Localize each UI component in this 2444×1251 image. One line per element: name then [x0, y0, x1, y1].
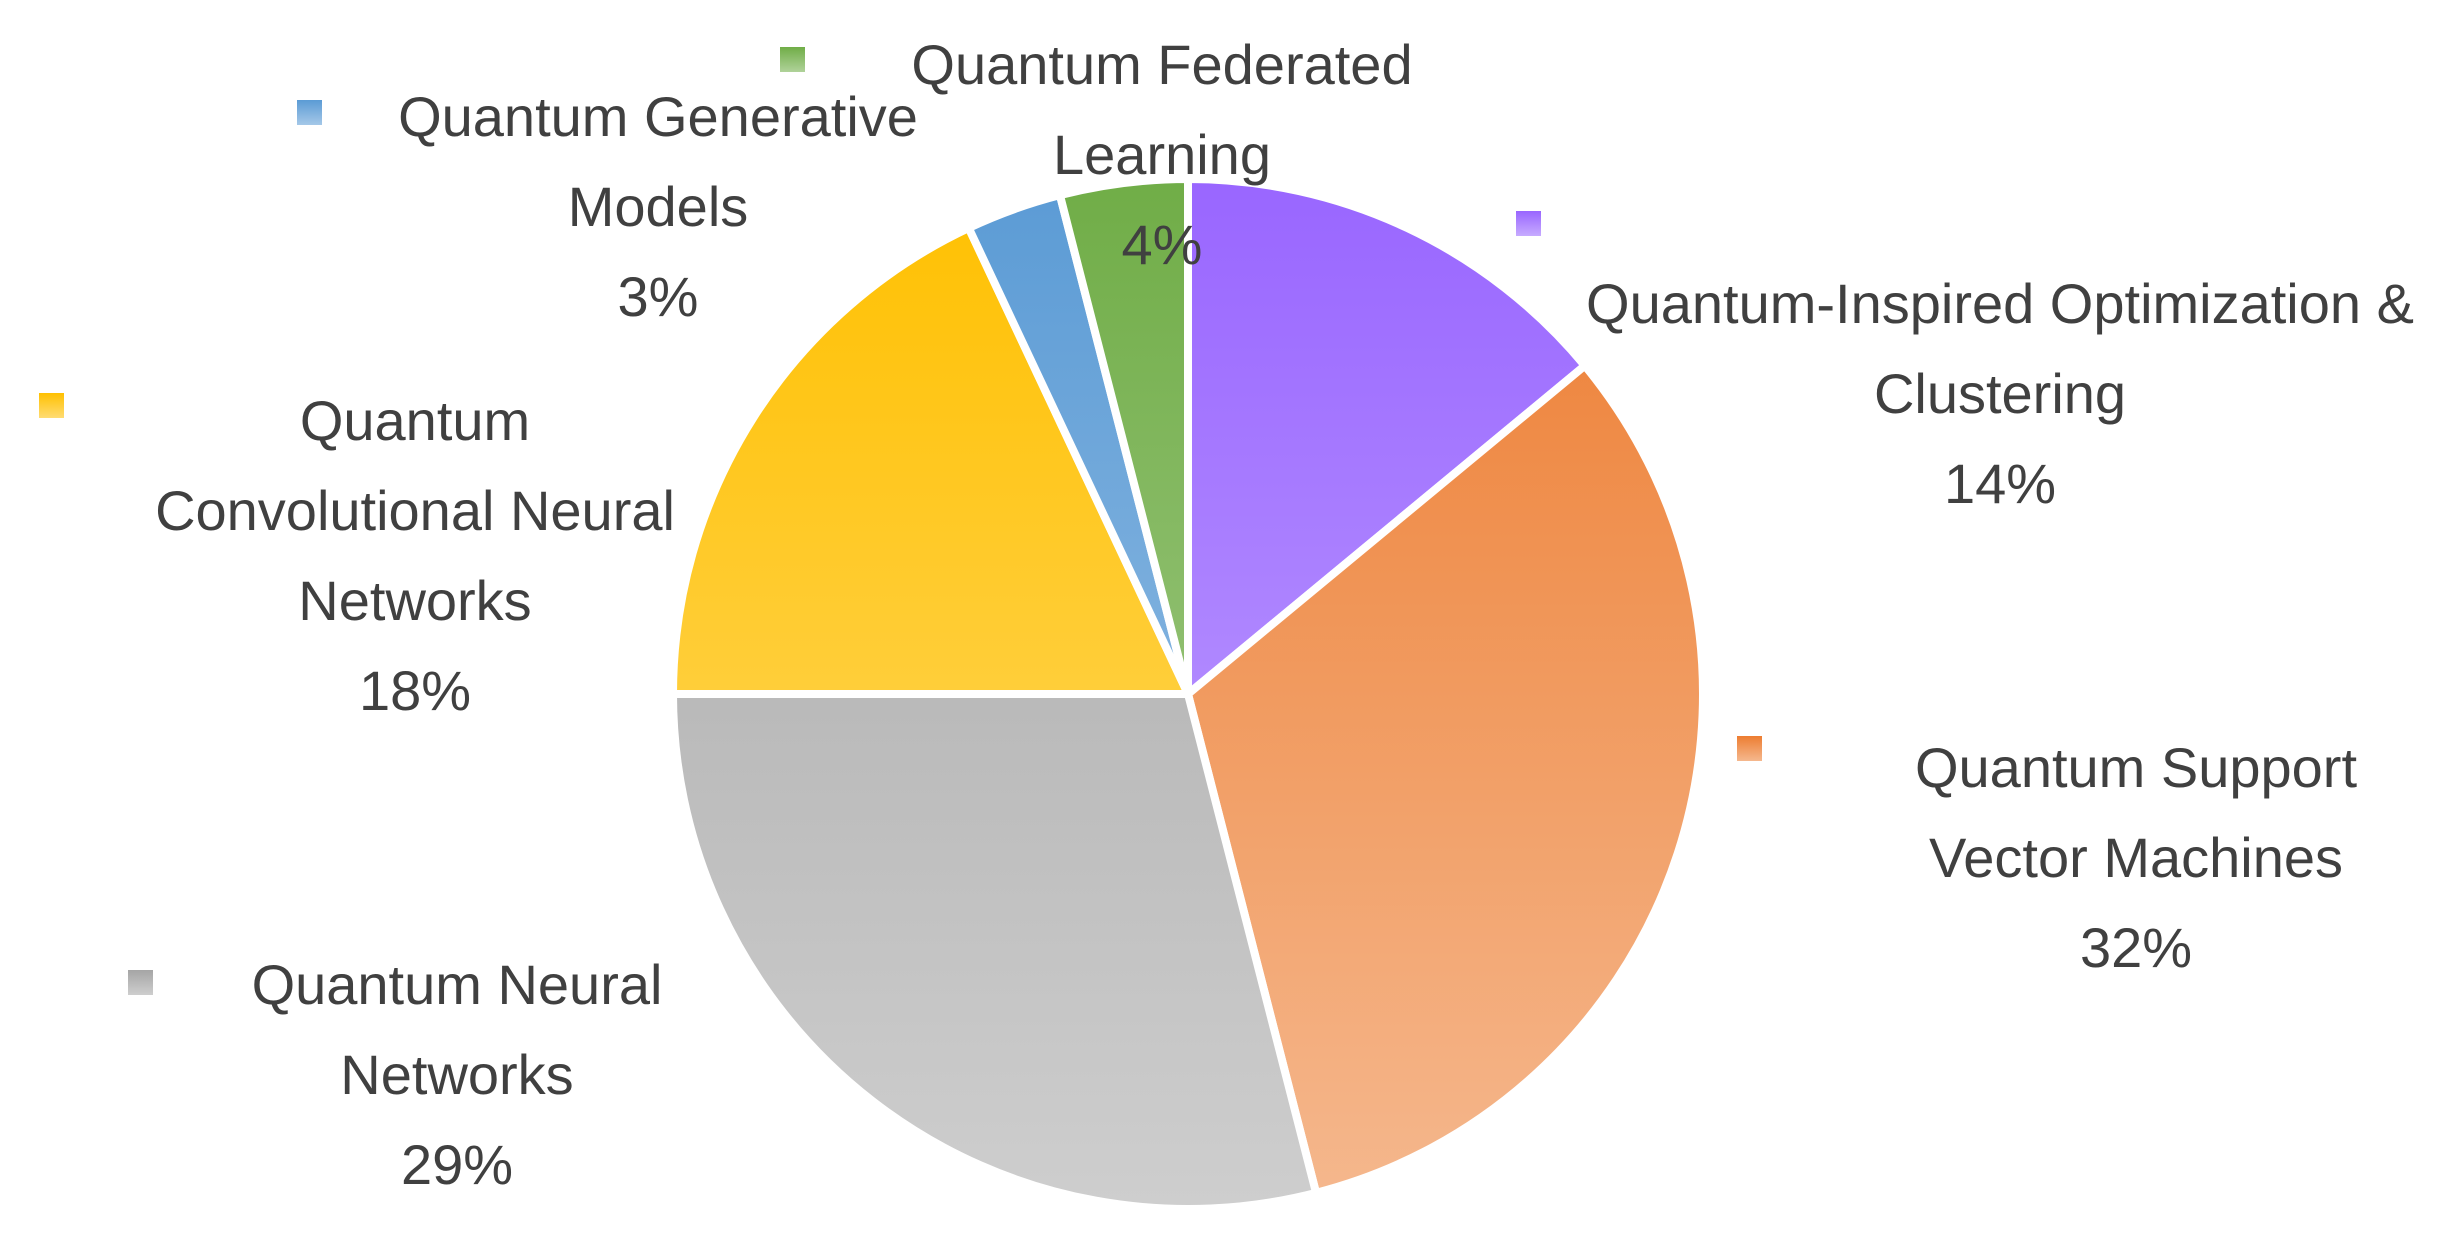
legend-marker: [1516, 211, 1541, 236]
category-label: Quantum Neural Networks: [251, 953, 663, 1106]
percent-label: 3%: [617, 265, 699, 328]
category-label: Quantum Generative Models: [398, 85, 918, 238]
data-label: Quantum Generative Models 3%: [388, 72, 928, 342]
category-label: Quantum Federated Learning: [911, 33, 1413, 186]
percent-label: 18%: [358, 659, 472, 722]
legend-marker: [297, 100, 322, 125]
data-label: Quantum Support Vector Machines 32%: [1836, 723, 2436, 993]
pie-slice: [669, 690, 1321, 1213]
category-label: Quantum Convolutional Neural Networks: [155, 389, 675, 632]
pie-slice: [1055, 175, 1192, 698]
legend-marker: [39, 393, 64, 418]
pie-slice: [1184, 361, 1707, 1197]
percent-label: 29%: [400, 1133, 514, 1196]
pie-slice: [669, 224, 1192, 698]
category-label: Quantum Support Vector Machines: [1914, 736, 2358, 889]
percent-label: 14%: [1943, 452, 2057, 515]
data-label: Quantum Neural Networks 29%: [177, 940, 737, 1210]
data-label: Quantum-Inspired Optimization & Clusteri…: [1570, 259, 2430, 529]
legend-marker: [128, 970, 153, 995]
percent-label: 32%: [2079, 916, 2193, 979]
legend-marker: [1737, 736, 1762, 761]
legend-marker: [780, 47, 805, 72]
pie-slice: [1184, 175, 1589, 698]
data-label: Quantum Federated Learning 4%: [832, 20, 1492, 290]
data-label: Quantum Convolutional Neural Networks 18%: [125, 376, 705, 736]
category-label: Quantum-Inspired Optimization & Clusteri…: [1586, 272, 2414, 425]
percent-label: 4%: [1121, 213, 1203, 276]
